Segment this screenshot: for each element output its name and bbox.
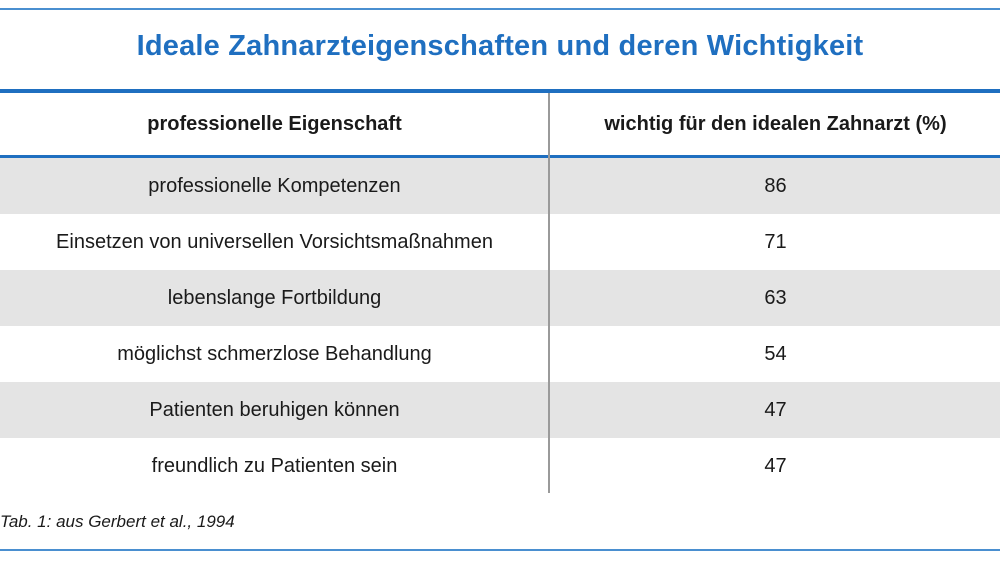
column-header-property: professionelle Eigenschaft	[147, 113, 402, 135]
table-row: professionelle Kompetenzen 86	[0, 158, 1000, 214]
table-header-row: professionelle Eigenschaft wichtig für d…	[0, 93, 1000, 155]
table-row: lebenslange Fortbildung 63	[0, 270, 1000, 326]
bottom-rule	[0, 549, 1000, 551]
property-cell: Einsetzen von universellen Vorsichtsmaßn…	[56, 231, 493, 253]
top-rule	[0, 8, 1000, 10]
percent-cell: 47	[764, 399, 787, 421]
table-row: freundlich zu Patienten sein 47	[0, 438, 1000, 494]
property-cell: professionelle Kompetenzen	[148, 175, 401, 197]
property-cell: möglichst schmerzlose Behandlung	[117, 343, 432, 365]
column-divider	[548, 93, 550, 493]
percent-cell: 47	[764, 455, 787, 477]
table-body: professionelle Kompetenzen 86 Einsetzen …	[0, 158, 1000, 494]
property-cell: lebenslange Fortbildung	[167, 287, 382, 309]
property-cell: freundlich zu Patienten sein	[151, 455, 398, 477]
table-caption: Tab. 1: aus Gerbert et al., 1994	[0, 512, 235, 531]
percent-cell: 54	[764, 343, 787, 365]
percent-cell: 71	[764, 231, 787, 253]
property-cell: Patienten beruhigen können	[149, 399, 400, 421]
column-header-percent: wichtig für den idealen Zahnarzt (%)	[604, 113, 947, 135]
table-row: Einsetzen von universellen Vorsichtsmaßn…	[0, 214, 1000, 270]
percent-cell: 63	[764, 287, 787, 309]
header-rule	[0, 155, 1000, 158]
table-row: Patienten beruhigen können 47	[0, 382, 1000, 438]
title-rule	[0, 89, 1000, 93]
table-row: möglichst schmerzlose Behandlung 54	[0, 326, 1000, 382]
percent-cell: 86	[764, 175, 787, 197]
table-title: Ideale Zahnarzteigenschaften und deren W…	[136, 30, 864, 62]
